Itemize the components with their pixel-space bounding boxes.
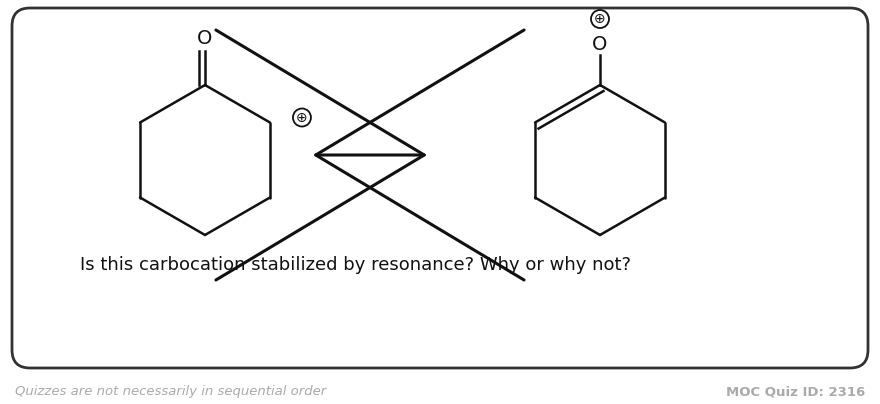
Text: ⊕: ⊕ [594, 12, 605, 26]
Text: O: O [592, 36, 608, 55]
FancyArrowPatch shape [216, 30, 524, 280]
Text: ⊕: ⊕ [297, 111, 308, 124]
Text: Is this carbocation stabilized by resonance? Why or why not?: Is this carbocation stabilized by resona… [80, 256, 631, 274]
Text: MOC Quiz ID: 2316: MOC Quiz ID: 2316 [726, 385, 865, 398]
Text: Quizzes are not necessarily in sequential order: Quizzes are not necessarily in sequentia… [15, 385, 326, 398]
Text: O: O [197, 29, 213, 48]
